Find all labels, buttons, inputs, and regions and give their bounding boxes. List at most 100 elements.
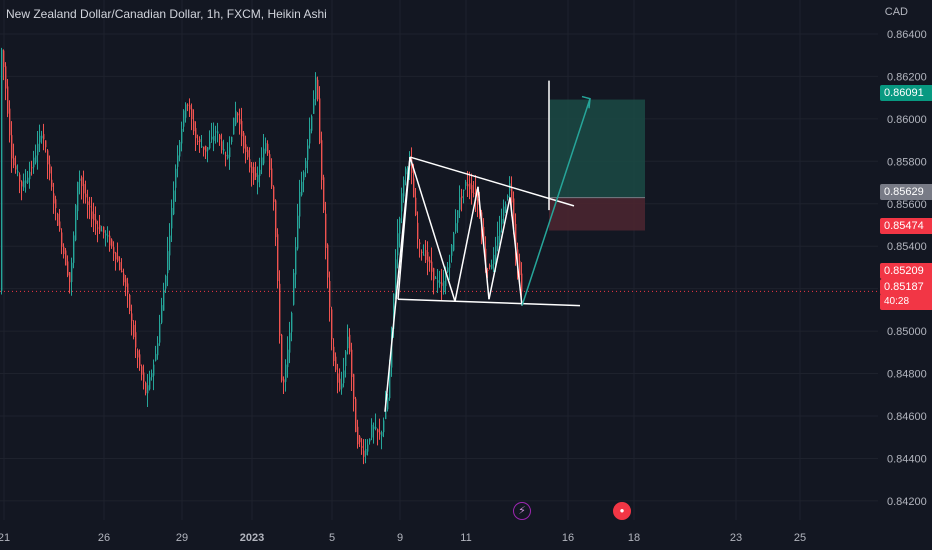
candle-body [395,259,397,298]
candle-body [507,196,509,198]
x-tick-label: 11 [460,532,471,544]
candle-body [109,235,111,246]
candle-body [239,119,241,125]
candle-body [105,233,107,236]
candle-body [233,117,235,135]
candle-body [231,136,233,142]
x-tick-label: 5 [329,532,335,544]
flag-event-icon[interactable]: ● [613,502,631,520]
candle-body [81,177,83,187]
candle-body [355,398,357,433]
candle-body [173,190,175,215]
candle-body [79,178,81,181]
candle-body [221,141,223,151]
candle-body [217,131,219,134]
candle-body [425,250,427,260]
candle-body [377,429,379,433]
candle-body [67,261,69,276]
candle-body [275,200,277,238]
candle-body [423,254,425,256]
candle-body [405,168,407,175]
candle-body [193,120,195,132]
candle-body [399,218,401,234]
candle-body [23,180,25,188]
candle-body [515,223,517,253]
lower-trendline [397,298,581,307]
candle-body [493,254,495,265]
candle-body [119,262,121,270]
candle-body [469,183,471,190]
candle-body [7,86,9,114]
candle-body [223,148,225,151]
candle-body [457,210,459,223]
arrow-head [581,95,591,109]
candle-body [415,197,417,215]
candle-body [83,184,85,194]
candle-body [189,105,191,110]
candle-body [63,246,65,255]
candle-body [187,104,189,106]
candle-body [143,372,145,382]
zigzag-segment [477,186,490,300]
candle-body [269,154,271,170]
candle-body [101,230,103,232]
candle-body [261,157,263,166]
chart-title: New Zealand Dollar/Canadian Dollar, 1h, … [6,7,327,21]
candle-body [259,169,261,177]
candle-body [319,98,321,144]
candle-body [135,332,137,348]
candle-body [343,370,345,384]
zigzag-segment [454,186,479,302]
candle-body [323,177,325,211]
candle-body [85,193,87,198]
candle-body [13,157,15,166]
candle-body [517,249,519,269]
candle-body [467,184,469,187]
candle-body [247,150,249,158]
candle-body [293,272,295,305]
candle-body [35,155,37,163]
candle-body [443,281,445,292]
candle-body [365,449,367,456]
candle-body [333,346,335,362]
candle-body [285,364,287,382]
candle-body [367,444,369,452]
candle-body [445,274,447,287]
candle-body [249,159,251,168]
candle-body [471,185,473,194]
candle-body [371,424,373,438]
candle-body [245,144,247,152]
candle-body [169,235,171,256]
candle-body [27,177,29,183]
candle-body [195,128,197,139]
zigzag-segment [409,156,456,302]
countdown-tag: 40:28 [880,294,932,310]
candle-body [327,244,329,278]
candle-body [185,104,187,118]
candle-body [111,239,113,247]
candle-body [21,181,23,187]
x-tick-label: 18 [628,532,640,544]
candle-body [179,141,181,157]
candle-body [315,77,317,100]
candle-body [497,235,499,248]
candle-body [71,262,73,282]
candle-body [77,182,79,212]
candle-body [113,247,115,254]
candle-body [3,50,5,68]
x-tick-label: 23 [730,532,742,544]
candle-body [161,305,163,323]
candle-body [203,146,205,150]
candle-body [429,260,431,263]
candle-body [243,132,245,149]
candle-body [331,309,333,340]
candle-body [171,207,173,229]
candle-body [439,281,441,284]
candle-body [199,139,201,143]
candle-body [25,180,27,183]
candle-body [359,436,361,443]
flash-event-icon[interactable]: ⚡ [513,502,531,520]
candle-body [301,181,303,196]
